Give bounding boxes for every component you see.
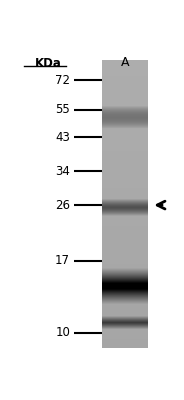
Text: KDa: KDa xyxy=(34,57,61,70)
Text: 55: 55 xyxy=(55,103,70,116)
Text: A: A xyxy=(121,56,129,69)
Text: 72: 72 xyxy=(55,74,70,87)
Text: 34: 34 xyxy=(55,165,70,178)
Text: 43: 43 xyxy=(55,131,70,144)
Text: 26: 26 xyxy=(55,198,70,212)
Text: 10: 10 xyxy=(55,326,70,339)
Text: 17: 17 xyxy=(55,254,70,267)
